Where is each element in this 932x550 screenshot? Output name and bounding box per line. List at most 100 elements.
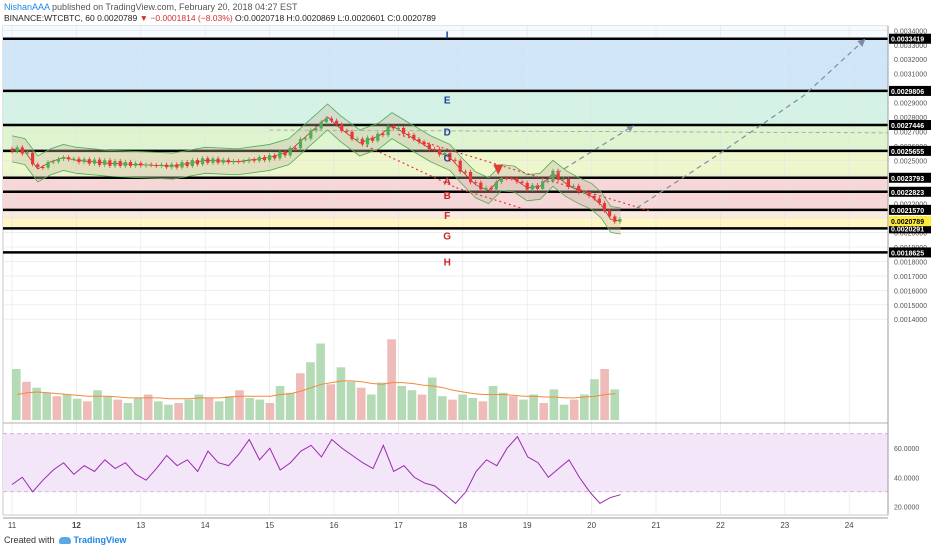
candle-body [592,195,596,199]
candle-body [453,159,457,161]
volume-bar [62,394,72,420]
candle-body [221,159,225,163]
volume-bar [539,403,549,420]
candle-body [535,185,540,189]
volume-bar [72,398,82,420]
candle-body [61,157,66,159]
candle-body [46,162,50,168]
candle-body [582,191,586,193]
zone-label-c: C [444,153,451,164]
y-tick-label: 0.0018000 [894,259,927,266]
candle-body [597,198,601,204]
level-tag-label: 0.0020291 [891,226,924,233]
candle-body [298,139,303,149]
volume-bar [590,379,599,420]
volume-bar [356,387,366,420]
candle-body [438,149,442,155]
zone-label-g: G [443,231,451,242]
candle-body [51,161,55,163]
candle-body [41,167,45,169]
volume-bar [458,394,467,420]
candle-body [504,178,509,180]
candle-body [391,126,395,129]
volume-bar [488,386,498,420]
candle-body [412,134,416,140]
level-tag [889,33,931,44]
candle-body [484,187,488,190]
volume-bar [154,401,163,420]
y-tick-label: 0.0034000 [894,28,927,35]
candle-body [618,218,622,222]
candle-body [571,185,576,188]
candle-body [185,162,189,167]
candle-body [474,182,478,184]
x-tick-label: 13 [136,521,145,530]
x-tick-label: 18 [458,521,467,530]
y-tick-label: 0.0016000 [894,288,927,295]
candle-body [556,170,560,180]
volume-bar [113,399,123,420]
level-tag-label: 0.0023793 [891,176,924,183]
candle-body [432,149,437,151]
zone-band [3,26,888,39]
level-tag [889,85,931,96]
candle-body [247,159,251,162]
y-tick-label: 0.0015000 [894,303,927,310]
y-tick-label: 0.0025000 [894,158,927,165]
volume-bar [427,377,437,420]
footer-brand[interactable]: TradingView [73,535,127,545]
candle-body [577,185,581,193]
arrowhead-icon [857,39,866,47]
candle-body [613,216,617,222]
zone-band [3,209,888,219]
candle-body [355,138,359,140]
volume-ma-line [16,380,616,400]
volume-bar [204,397,214,420]
author-name[interactable]: NishanAAA [4,2,50,12]
volume-bar [478,401,488,420]
candle-body [92,159,97,164]
candle-body [82,159,86,163]
zone-label-d: D [444,127,451,138]
down-arrow-icon: ▼ [139,13,149,23]
candle-body [36,164,40,168]
candle-body [463,171,467,173]
volume-bar [103,396,112,420]
ohlc-text: O:0.0020718 H:0.0020869 L:0.0020601 C:0.… [235,13,436,23]
level-tag [889,172,931,183]
x-tick-label: 19 [523,521,532,530]
candle-body [371,137,375,141]
last-price-text: 0.0020789 [97,13,138,23]
candle-body [340,124,344,131]
symbol-label[interactable]: BINANCE:WTCBTC, 60 [4,13,95,23]
volume-bar [316,343,325,420]
reference-line [269,129,889,134]
zone-label-b: B [444,191,451,202]
level-tag [889,120,931,131]
bollinger-upper [11,103,621,209]
candle-body [494,181,498,190]
volume-bar [529,394,538,420]
volume-bar [93,390,102,420]
candle-body [443,153,447,155]
x-tick-label: 16 [330,521,339,530]
candle-body [546,181,550,183]
candle-body [566,179,571,188]
x-tick-label: 20 [587,521,596,530]
candle-body [237,161,241,163]
volume-bar [143,394,153,420]
candle-body [20,147,24,154]
x-tick-label: 14 [201,521,210,530]
candle-body [448,153,452,160]
y-tick-label: 0.0028000 [894,115,927,122]
candle-body [242,161,246,163]
zone-label-f: F [444,211,450,222]
volume-bar [468,397,478,420]
zone-band [3,38,888,91]
candle-body [201,158,205,165]
candle-body [541,181,545,189]
y-tick-label: 0.0031000 [894,72,927,79]
last-price-label: 0.0020789 [891,219,924,226]
level-tag-label: 0.0018625 [891,250,924,257]
